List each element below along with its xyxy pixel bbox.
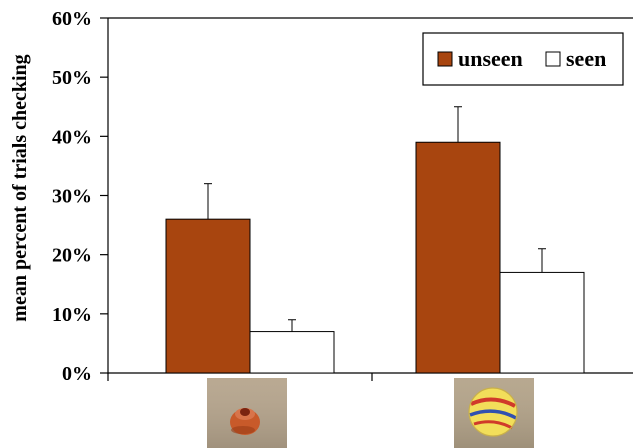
legend-box (422, 32, 624, 86)
y-tick-label: 20% (52, 245, 92, 267)
bar-unseen (165, 218, 251, 374)
bar-unseen (415, 141, 501, 374)
bars (165, 106, 585, 374)
y-tick-label: 30% (52, 186, 92, 208)
ball-icon (454, 378, 534, 448)
bead-icon (207, 378, 287, 448)
bar-seen (249, 331, 335, 374)
y-axis-ticks: 0% 10% 20% 30% 40% 50% 60% (52, 8, 108, 385)
legend-label-unseen: unseen (458, 46, 523, 71)
y-tick-label: 10% (52, 304, 92, 326)
y-tick-label: 0% (62, 363, 92, 385)
legend-swatch-unseen (437, 51, 453, 67)
legend: unseen seen (422, 32, 624, 86)
y-tick-label: 50% (52, 67, 92, 89)
y-tick-label: 60% (52, 8, 92, 30)
y-axis-label: mean percent of trials checking (9, 54, 31, 321)
y-tick-label: 40% (52, 126, 92, 148)
legend-swatch-seen (545, 51, 561, 67)
legend-label-seen: seen (566, 46, 606, 71)
bar-seen (499, 271, 585, 374)
